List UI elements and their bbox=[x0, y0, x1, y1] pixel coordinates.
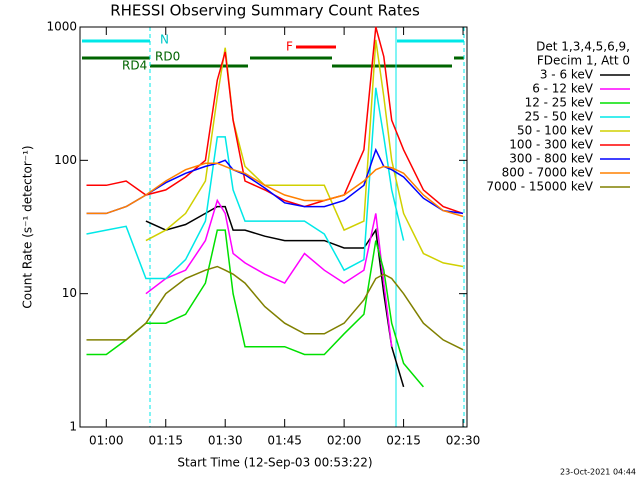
legend-title: Det 1,3,4,5,6,9, bbox=[536, 40, 630, 54]
legend-label: 12 - 25 keV bbox=[525, 96, 594, 110]
series-line bbox=[145, 198, 393, 347]
annotation: N bbox=[160, 33, 169, 47]
x-tick-label: 02:15 bbox=[386, 434, 421, 448]
series-line bbox=[86, 162, 464, 218]
y-tick-label: 1 bbox=[69, 420, 77, 434]
annotation: RD4 bbox=[122, 59, 147, 73]
legend-label: 800 - 7000 keV bbox=[502, 166, 594, 180]
y-tick-label: 10 bbox=[62, 286, 77, 300]
y-tick-label: 100 bbox=[54, 153, 77, 167]
x-tick-label: 02:00 bbox=[327, 434, 362, 448]
y-tick-label: 1000 bbox=[46, 20, 77, 34]
y-axis-label: Count Rate (s⁻¹ detector⁻¹) bbox=[21, 145, 35, 308]
legend-label: 25 - 50 keV bbox=[525, 110, 594, 124]
series-line bbox=[86, 265, 464, 351]
x-tick-label: 01:00 bbox=[89, 434, 124, 448]
series-line bbox=[145, 205, 405, 388]
legend-label: 6 - 12 keV bbox=[532, 82, 594, 96]
legend-label: 7000 - 15000 keV bbox=[486, 180, 593, 194]
series-line bbox=[86, 147, 464, 215]
plot-frame bbox=[79, 26, 468, 428]
x-tick-label: 01:15 bbox=[148, 434, 183, 448]
x-tick-label: 01:30 bbox=[208, 434, 243, 448]
footer: 23-Oct-2021 04:44 bbox=[560, 468, 636, 477]
legend-label: 50 - 100 keV bbox=[517, 124, 594, 138]
x-axis-label: Start Time (12-Sep-03 00:53:22) bbox=[177, 456, 372, 470]
legend-label: 300 - 800 keV bbox=[509, 152, 593, 166]
legend-title: FDecim 1, Att 0 bbox=[537, 54, 630, 68]
series-line bbox=[86, 229, 424, 388]
annotation: F bbox=[286, 40, 293, 54]
legend-label: 3 - 6 keV bbox=[540, 68, 594, 82]
series-line bbox=[87, 88, 464, 279]
x-tick-label: 01:45 bbox=[267, 434, 302, 448]
annotation: RD0 bbox=[155, 50, 180, 64]
chart-title: RHESSI Observing Summary Count Rates bbox=[110, 2, 420, 20]
x-tick-label: 02:30 bbox=[446, 434, 481, 448]
legend-label: 100 - 300 keV bbox=[509, 138, 593, 152]
series-line bbox=[145, 39, 464, 268]
